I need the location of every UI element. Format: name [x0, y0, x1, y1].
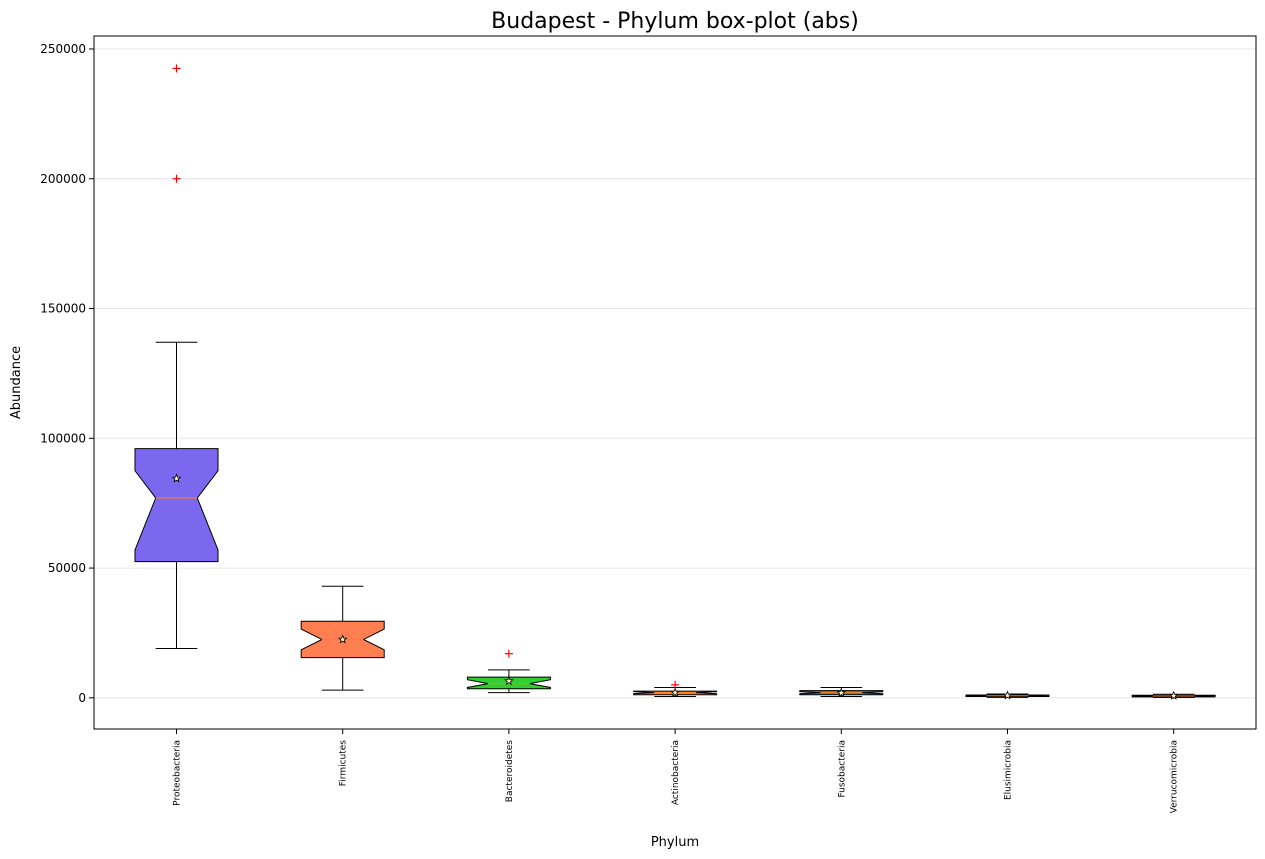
- box-actinobacteria: [633, 680, 718, 698]
- plot-area: [134, 64, 1216, 700]
- y-tick-label: 150000: [40, 302, 86, 316]
- mean-marker: [1168, 690, 1179, 700]
- box-verrucomicrobia: [1131, 690, 1216, 700]
- box-firmicutes: [300, 585, 385, 691]
- chart-title: Budapest - Phylum box-plot (abs): [491, 9, 859, 34]
- box-body: [134, 448, 219, 563]
- x-tick-label: Firmicutes: [339, 740, 349, 787]
- outlier-point: [504, 649, 513, 658]
- y-tick-label: 100000: [40, 431, 86, 445]
- y-tick-label: 250000: [40, 42, 86, 56]
- y-axis-title: Abundance: [9, 346, 24, 419]
- y-tick-label: 200000: [40, 172, 86, 186]
- outlier-point: [671, 680, 680, 689]
- mean-marker: [670, 687, 680, 697]
- grid-lines: [94, 48, 1256, 699]
- mean-marker: [836, 687, 847, 698]
- axes-frame: [93, 35, 1257, 730]
- mean-marker: [171, 473, 182, 483]
- x-tick-label: Fusobacteria: [837, 740, 847, 798]
- box-elusimicrobia: [965, 690, 1050, 700]
- y-axis: 0 50000 100000 150000 200000 250000: [40, 42, 94, 705]
- x-tick-label: Proteobacteria: [173, 740, 183, 806]
- outlier-point: [172, 64, 181, 73]
- mean-marker: [1002, 690, 1013, 700]
- outlier-point: [172, 174, 181, 183]
- box-proteobacteria: [134, 64, 219, 650]
- y-tick-label: 50000: [48, 561, 86, 575]
- x-tick-label: Bacteroidetes: [505, 740, 515, 803]
- box-bacteroidetes: [466, 649, 551, 694]
- mean-marker: [504, 675, 514, 686]
- x-tick-label: Actinobacteria: [671, 740, 681, 805]
- box-fusobacteria: [799, 686, 884, 698]
- x-tick-label: Elusimicrobia: [1004, 740, 1014, 800]
- y-tick-label: 0: [78, 691, 86, 705]
- x-axis: Proteobacteria Firmicutes Bacteroidetes Act…: [173, 729, 1180, 813]
- x-tick-label: Verrucomicrobia: [1170, 740, 1180, 813]
- x-axis-title: Phylum: [651, 835, 699, 850]
- mean-marker: [337, 634, 348, 644]
